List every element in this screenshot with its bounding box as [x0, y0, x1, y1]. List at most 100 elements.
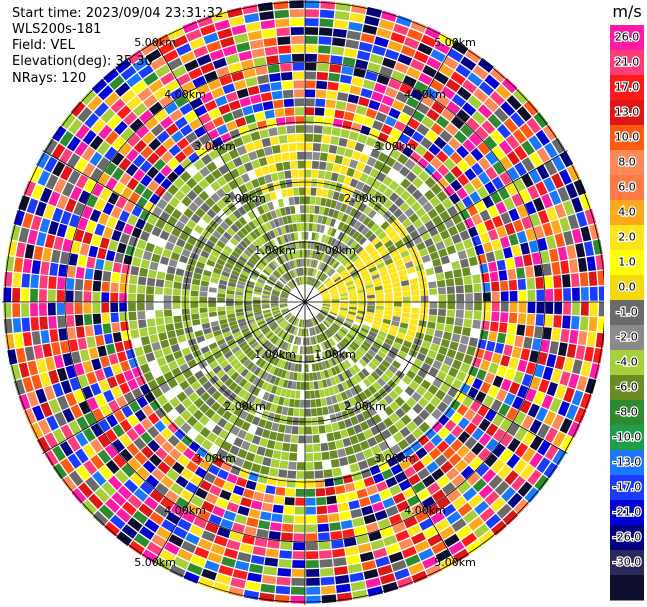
velocity-gate — [335, 319, 343, 326]
velocity-gate — [349, 240, 358, 249]
velocity-gate — [382, 57, 397, 69]
velocity-gate — [342, 273, 350, 280]
velocity-gate — [319, 262, 325, 271]
velocity-gate — [491, 281, 500, 292]
velocity-gate — [431, 170, 443, 183]
velocity-gate — [491, 352, 502, 365]
velocity-gate — [528, 135, 543, 151]
velocity-gate — [305, 125, 314, 133]
velocity-gate — [417, 488, 431, 501]
velocity-gate — [432, 489, 446, 503]
velocity-gate — [353, 338, 362, 346]
velocity-gate — [507, 323, 517, 335]
velocity-gate — [535, 181, 548, 196]
velocity-gate — [349, 386, 358, 396]
velocity-gate — [307, 276, 311, 285]
velocity-gate — [312, 259, 316, 268]
velocity-gate — [322, 302, 331, 305]
velocity-gate — [490, 130, 505, 145]
velocity-gate — [305, 276, 308, 285]
velocity-gate — [434, 41, 451, 55]
velocity-gate — [376, 297, 384, 302]
velocity-gate — [427, 244, 437, 254]
velocity-gate — [396, 500, 410, 513]
velocity-gate — [394, 120, 407, 132]
velocity-gate — [377, 350, 387, 359]
velocity-gate — [536, 302, 545, 314]
velocity-gate — [457, 417, 470, 430]
velocity-gate — [444, 533, 460, 548]
velocity-gate — [455, 64, 471, 78]
velocity-gate — [401, 317, 410, 324]
velocity-gate — [392, 161, 404, 172]
velocity-gate — [543, 410, 557, 426]
velocity-gate — [365, 315, 374, 320]
velocity-gate — [492, 215, 504, 228]
velocity-gate — [388, 364, 398, 374]
velocity-gate — [383, 283, 392, 290]
velocity-gate — [317, 313, 324, 320]
velocity-gate — [437, 287, 446, 295]
velocity-gate — [331, 294, 339, 298]
velocity-gate — [359, 173, 369, 183]
velocity-gate — [546, 235, 557, 250]
velocity-gate — [349, 207, 358, 217]
velocity-gate — [397, 153, 409, 165]
velocity-gate — [417, 467, 430, 480]
velocity-gate — [471, 213, 483, 226]
velocity-gate — [557, 246, 568, 261]
velocity-gate — [370, 269, 379, 277]
velocity-gate — [358, 41, 373, 53]
velocity-gate — [546, 381, 558, 397]
velocity-gate — [340, 305, 348, 309]
velocity-gate — [414, 80, 429, 94]
velocity-gate — [504, 222, 516, 236]
velocity-gate — [363, 276, 372, 283]
velocity-gate — [490, 399, 503, 412]
velocity-gate — [326, 90, 338, 100]
velocity-gate — [552, 449, 567, 466]
velocity-gate — [500, 355, 511, 367]
velocity-gate — [456, 86, 472, 101]
velocity-gate — [362, 116, 374, 127]
velocity-gate — [324, 279, 332, 286]
velocity-gate — [551, 368, 562, 384]
velocity-gate — [401, 312, 410, 319]
velocity-gate — [449, 192, 461, 205]
velocity-gate — [461, 532, 478, 547]
velocity-gate — [328, 314, 336, 319]
velocity-gate — [349, 218, 358, 228]
velocity-gate — [490, 191, 502, 205]
velocity-gate — [384, 225, 394, 235]
velocity-gate — [402, 340, 412, 349]
velocity-gate — [441, 503, 457, 517]
velocity-gate — [321, 243, 327, 252]
velocity-gate — [339, 165, 349, 175]
velocity-gate — [521, 140, 535, 156]
velocity-gate — [318, 286, 326, 292]
velocity-gate — [382, 448, 394, 460]
velocity-gate — [384, 310, 393, 316]
velocity-gate — [424, 163, 436, 176]
velocity-gate — [479, 232, 490, 244]
velocity-gate — [585, 378, 597, 394]
velocity-gate — [444, 270, 454, 280]
velocity-gate — [362, 355, 371, 364]
velocity-gate — [482, 395, 495, 408]
velocity-gate — [310, 268, 314, 277]
velocity-gate — [497, 124, 511, 139]
velocity-gate — [546, 206, 558, 222]
velocity-gate — [436, 115, 450, 129]
velocity-gate — [351, 76, 364, 87]
velocity-gate — [305, 196, 311, 205]
velocity-gate — [485, 423, 499, 437]
velocity-gate — [370, 223, 380, 233]
velocity-gate — [402, 218, 412, 229]
velocity-gate — [360, 327, 369, 334]
velocity-gate — [406, 397, 417, 408]
velocity-gate — [424, 176, 436, 189]
velocity-gate — [500, 312, 509, 323]
velocity-gate — [383, 199, 394, 209]
velocity-gate — [468, 494, 483, 508]
colorbar-tick-label: -2.0 — [616, 330, 637, 343]
